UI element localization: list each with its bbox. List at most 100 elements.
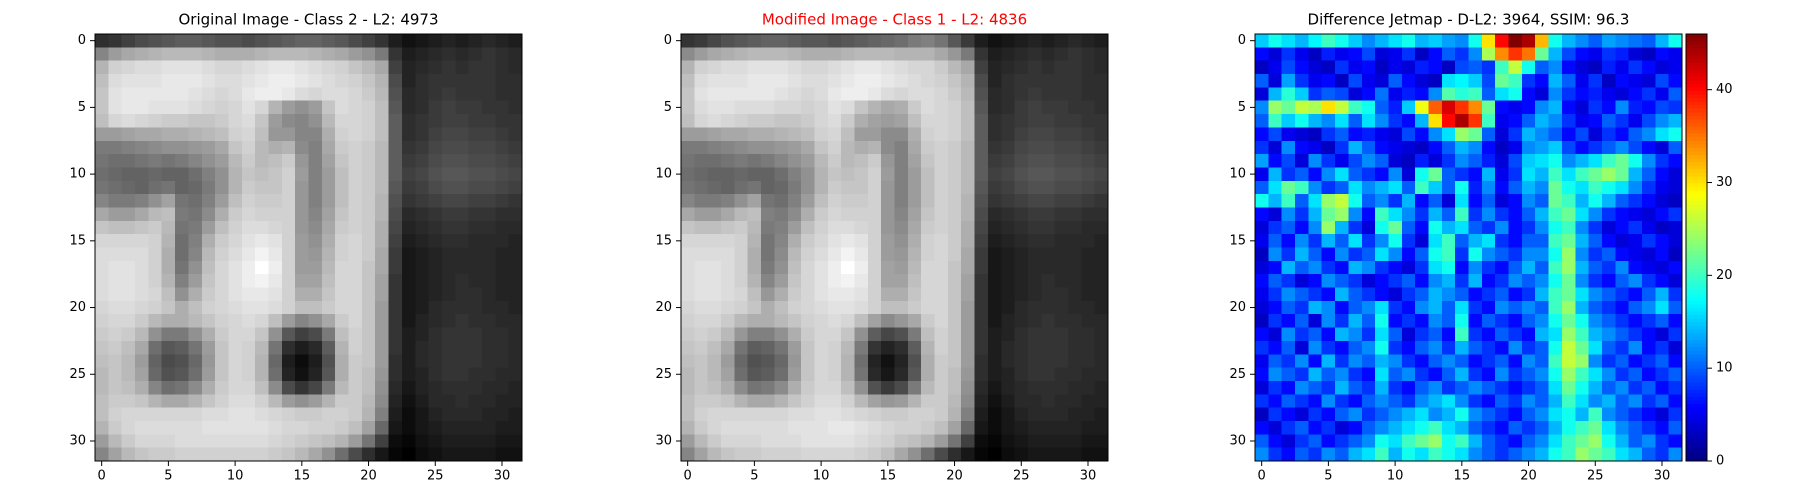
pixel — [1348, 180, 1363, 195]
pixel — [1561, 340, 1576, 355]
pixel — [1508, 154, 1523, 168]
pixel — [1401, 260, 1416, 275]
pixel — [1628, 207, 1643, 222]
pixel — [455, 247, 470, 262]
pixel — [1067, 300, 1082, 315]
pixel — [201, 127, 216, 142]
pixel — [1348, 74, 1363, 88]
pixel — [681, 354, 695, 368]
pixel — [281, 60, 296, 75]
y-tick-label: 25 — [655, 367, 672, 382]
pixel — [1348, 220, 1363, 235]
pixel — [947, 420, 962, 435]
pixel — [814, 314, 829, 328]
pixel — [894, 354, 909, 368]
pixel — [894, 220, 909, 235]
pixel — [1094, 340, 1109, 355]
colorbar-step — [1686, 400, 1707, 405]
pixel — [1308, 220, 1323, 235]
pixel — [1067, 140, 1082, 155]
pixel — [761, 127, 775, 142]
pixel — [774, 47, 789, 62]
pixel — [747, 274, 762, 288]
x-tick-label: 20 — [1520, 469, 1537, 484]
pixel — [934, 87, 949, 102]
pixel — [774, 314, 789, 328]
pixel — [707, 34, 722, 48]
pixel — [1375, 287, 1389, 302]
pixel — [1455, 354, 1469, 368]
pixel — [401, 340, 416, 355]
pixel — [934, 114, 949, 128]
pixel — [241, 47, 256, 62]
pixel — [1601, 167, 1616, 182]
pixel — [1281, 367, 1296, 382]
pixel — [867, 260, 882, 275]
pixel — [1094, 380, 1109, 395]
pixel — [961, 420, 975, 435]
pixel — [1428, 74, 1443, 88]
pixel — [281, 260, 296, 275]
pixel — [774, 340, 789, 355]
pixel — [707, 274, 722, 288]
pixel — [1041, 220, 1056, 235]
pixel — [175, 300, 189, 315]
pixel — [121, 100, 136, 115]
pixel — [188, 154, 203, 168]
pixel — [135, 194, 149, 208]
colorbar-step — [1686, 343, 1707, 348]
pixel — [1027, 74, 1042, 88]
pixel — [135, 447, 149, 462]
pixel — [1375, 420, 1389, 435]
pixel — [241, 434, 256, 449]
colorbar-step — [1686, 322, 1707, 327]
pixel — [681, 154, 695, 168]
pixel — [1001, 194, 1015, 208]
pixel — [1668, 87, 1683, 102]
colorbar-step — [1686, 233, 1707, 238]
pixel — [481, 407, 496, 422]
pixel — [508, 194, 523, 208]
pixel — [1081, 367, 1096, 382]
pixel — [1281, 34, 1296, 48]
pixel — [1455, 367, 1469, 382]
pixel — [1468, 260, 1483, 275]
pixel — [348, 447, 363, 462]
pixel — [1441, 207, 1456, 222]
colorbar-tick-label: 0 — [1716, 454, 1724, 469]
pixel — [1615, 260, 1630, 275]
pixel — [361, 140, 376, 155]
pixel — [1455, 314, 1469, 328]
pixel — [441, 127, 456, 142]
pixel — [721, 447, 735, 462]
pixel — [468, 367, 483, 382]
pixel — [255, 274, 269, 288]
pixel — [681, 167, 695, 182]
pixel — [441, 327, 456, 342]
pixel — [361, 407, 376, 422]
pixel — [907, 260, 922, 275]
pixel — [1255, 327, 1269, 342]
pixel — [721, 100, 735, 115]
pixel — [135, 180, 149, 195]
pixel — [361, 194, 376, 208]
pixel — [1335, 327, 1349, 342]
pixel — [1655, 274, 1670, 288]
pixel — [495, 274, 510, 288]
pixel — [694, 447, 709, 462]
pixel — [268, 207, 283, 222]
colorbar-step — [1686, 215, 1707, 220]
pixel — [1561, 354, 1576, 368]
pixel — [1601, 287, 1616, 302]
pixel — [1668, 167, 1683, 182]
pixel — [1601, 47, 1616, 62]
pixel — [1401, 180, 1416, 195]
pixel — [375, 87, 389, 102]
pixel — [428, 407, 443, 422]
pixel — [1321, 47, 1336, 62]
pixel — [1508, 167, 1523, 182]
pixel — [1067, 394, 1082, 409]
pixel — [934, 367, 949, 382]
pixel — [1481, 140, 1496, 155]
pixel — [1388, 380, 1403, 395]
